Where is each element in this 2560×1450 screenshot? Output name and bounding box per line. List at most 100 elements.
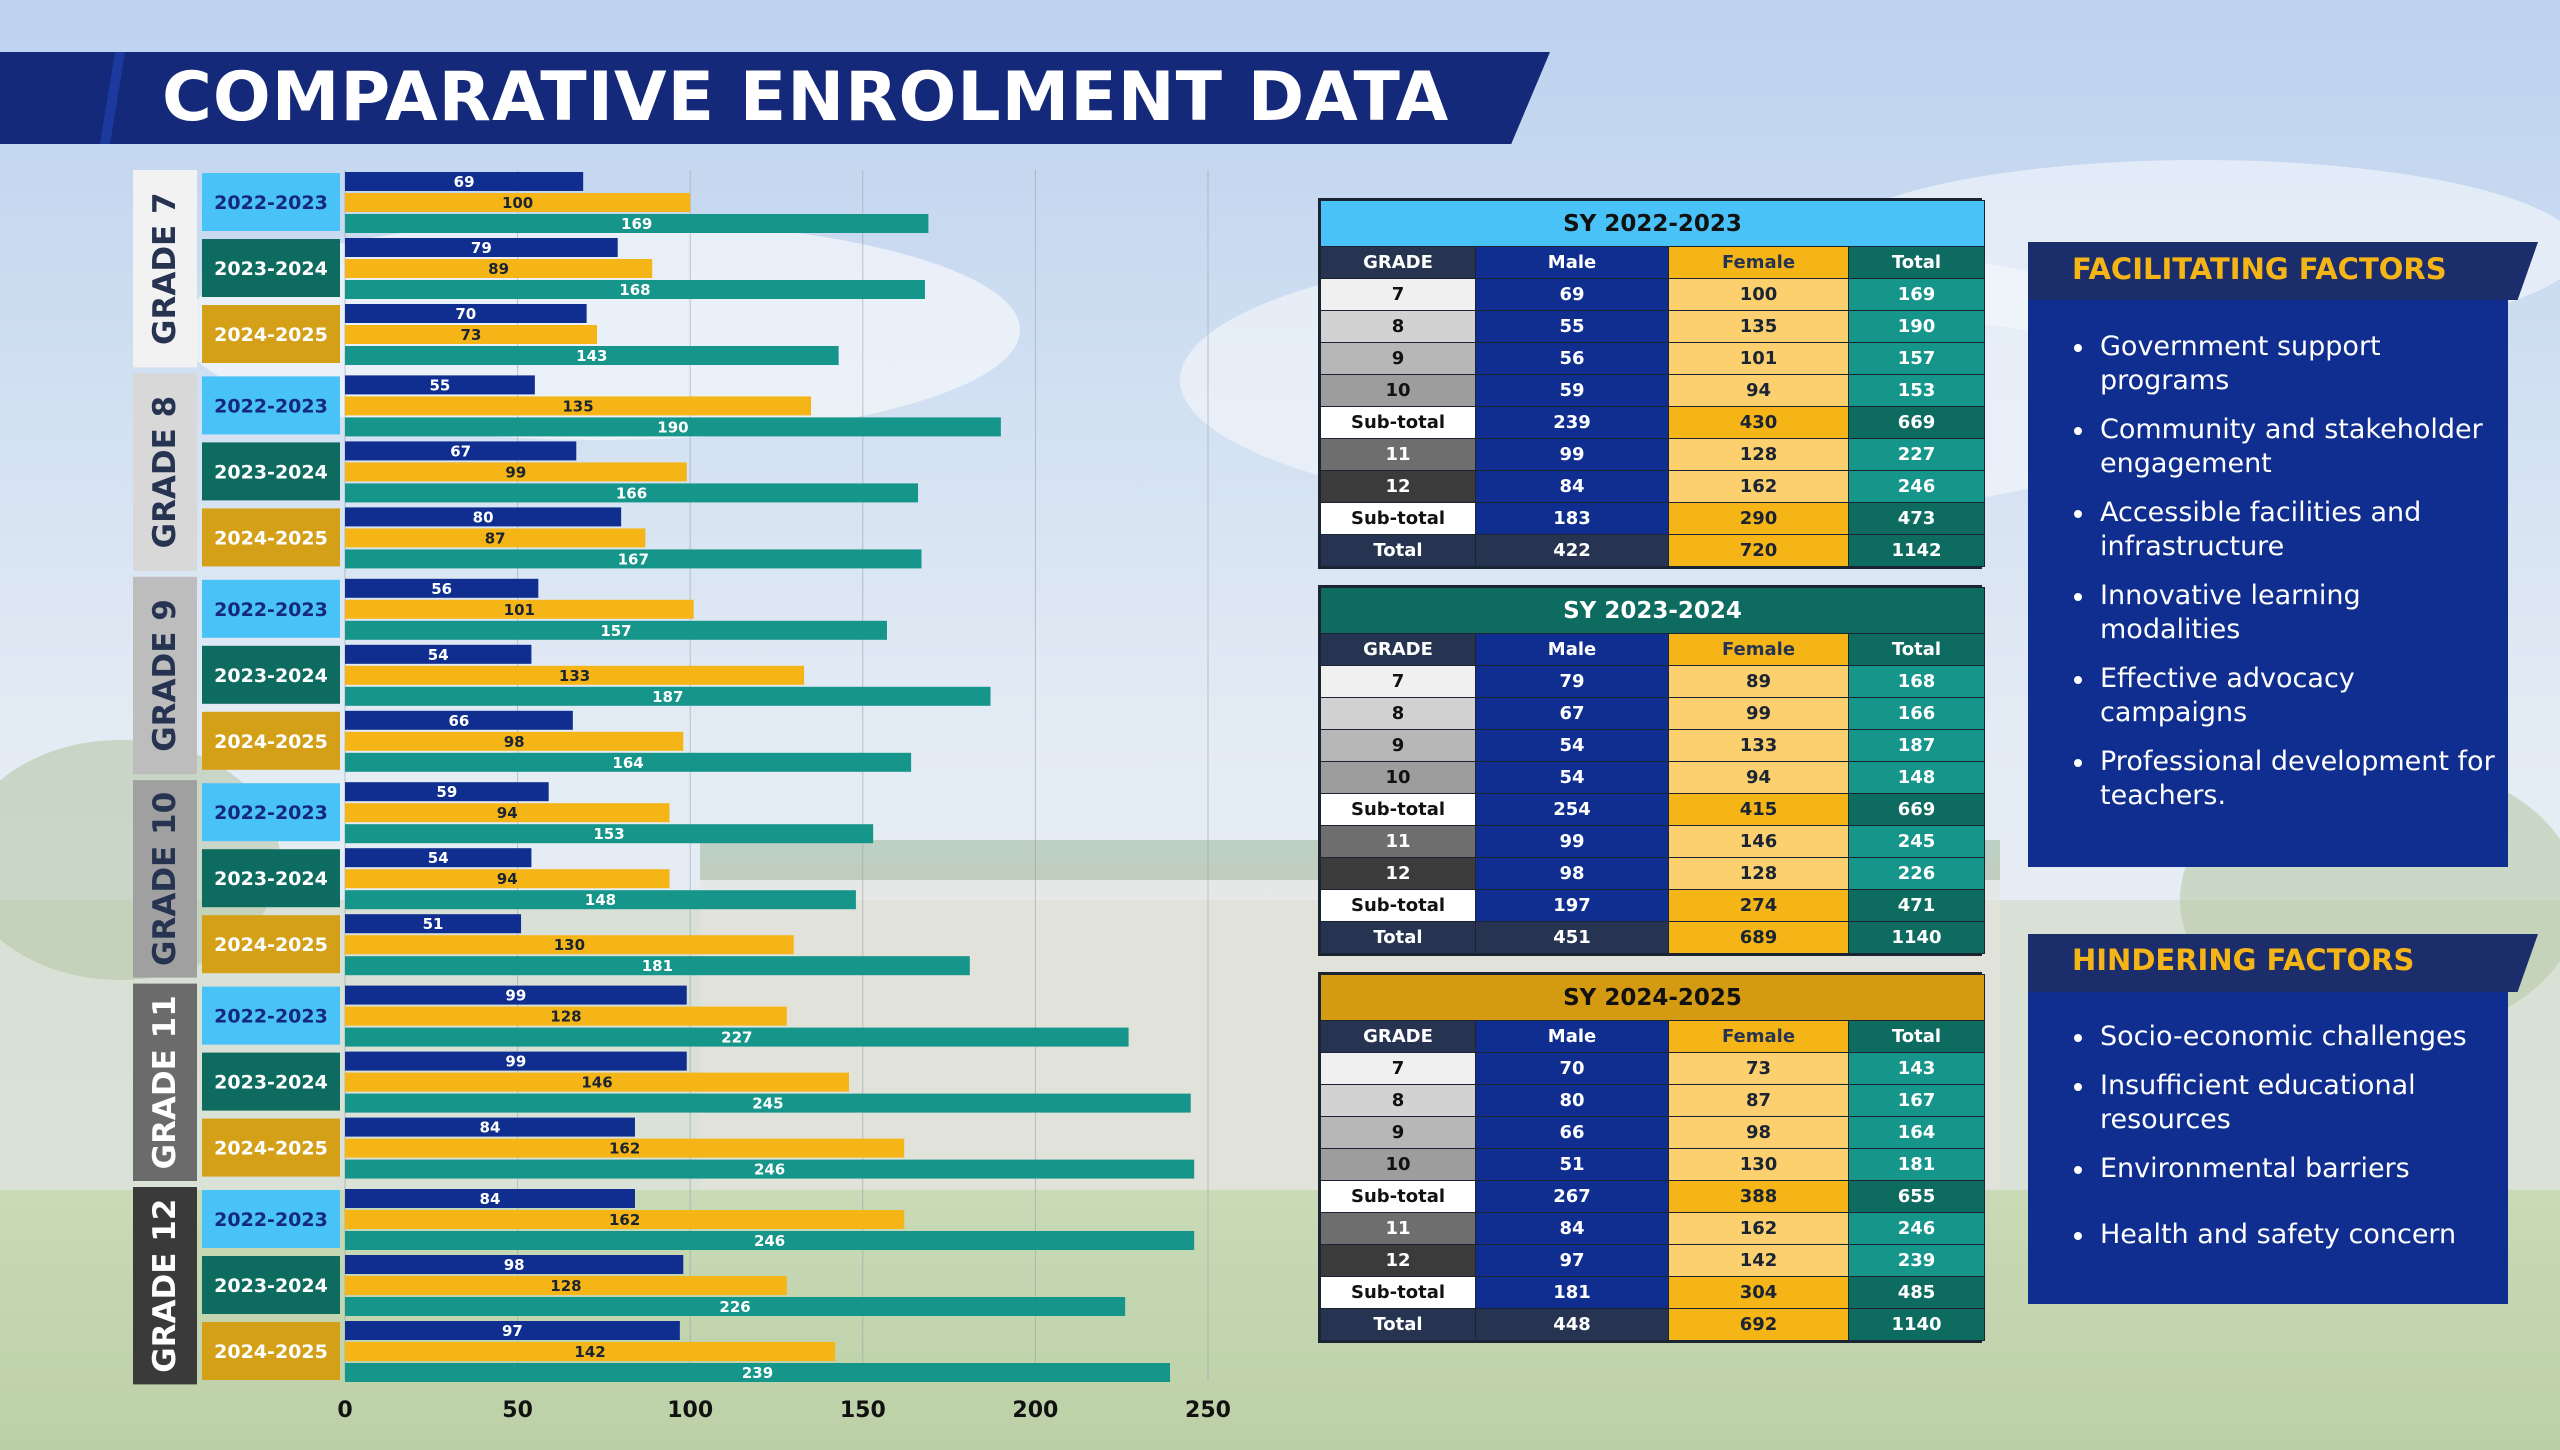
sy-table: SY 2024-2025 GRADE Male Female Total 7 70 73 143… <box>1318 972 1985 1343</box>
table-row: 10 59 94 153 <box>1320 374 1985 407</box>
year-label: 2023-2024 <box>214 258 328 280</box>
table-row: Total 451 689 1140 <box>1320 921 1985 954</box>
year-label: 2022-2023 <box>214 1006 328 1028</box>
table-cell: 94 <box>1668 761 1849 794</box>
bar-value-label: 80 <box>473 508 494 526</box>
x-tick-label: 200 <box>1012 1398 1058 1423</box>
table-row: 12 98 128 226 <box>1320 857 1985 890</box>
table-title: SY 2022-2023 <box>1320 200 1985 247</box>
table-row: 9 56 101 157 <box>1320 342 1985 375</box>
table-row: Sub-total 183 290 473 <box>1320 502 1985 535</box>
table-cell: 7 <box>1320 665 1476 698</box>
table-cell: 135 <box>1668 310 1849 343</box>
table-cell: 669 <box>1848 406 1985 439</box>
table-header-cell: GRADE <box>1320 633 1476 666</box>
table-row: 8 67 99 166 <box>1320 697 1985 730</box>
year-label: 2022-2023 <box>214 192 328 214</box>
bar-value-label: 135 <box>562 397 593 415</box>
table-cell: Sub-total <box>1320 502 1476 535</box>
table-row: 7 79 89 168 <box>1320 665 1985 698</box>
table-row: 12 97 142 239 <box>1320 1244 1985 1277</box>
year-label: 2022-2023 <box>214 599 328 621</box>
bar-value-label: 168 <box>619 281 650 299</box>
table-cell: 430 <box>1668 406 1849 439</box>
table-row: Sub-total 267 388 655 <box>1320 1180 1985 1213</box>
hindering-factors-list: Socio-economic challenges Insufficient ed… <box>2072 1020 2502 1252</box>
table-cell: 655 <box>1848 1180 1985 1213</box>
factor-item: Socio-economic challenges <box>2072 1020 2502 1054</box>
table-header-cell: Male <box>1475 633 1669 666</box>
table-cell: 79 <box>1475 665 1669 698</box>
table-cell: 448 <box>1475 1308 1669 1341</box>
table-cell: Total <box>1320 921 1476 954</box>
factor-item: Government support programs <box>2072 330 2502 398</box>
bar-value-label: 54 <box>428 849 449 867</box>
table-cell: Sub-total <box>1320 1276 1476 1309</box>
table-cell: 388 <box>1668 1180 1849 1213</box>
table-cell: 169 <box>1848 278 1985 311</box>
table-row: 10 51 130 181 <box>1320 1148 1985 1181</box>
table-header-cell: Female <box>1668 246 1849 279</box>
table-row: 7 70 73 143 <box>1320 1052 1985 1085</box>
table-cell: 98 <box>1668 1116 1849 1149</box>
grade-label: GRADE 9 <box>147 599 183 752</box>
table-header-cell: GRADE <box>1320 246 1476 279</box>
bar-value-label: 84 <box>480 1190 501 1208</box>
table-cell: 10 <box>1320 1148 1476 1181</box>
bar-value-label: 148 <box>585 891 616 909</box>
x-tick-label: 250 <box>1185 1398 1231 1423</box>
x-tick-label: 100 <box>667 1398 713 1423</box>
table-cell: 473 <box>1848 502 1985 535</box>
table-row: 9 66 98 164 <box>1320 1116 1985 1149</box>
bar-value-label: 84 <box>480 1119 501 1137</box>
table-cell: 99 <box>1475 825 1669 858</box>
table-cell: 1140 <box>1848 1308 1985 1341</box>
table-cell: 254 <box>1475 793 1669 826</box>
table-cell: 101 <box>1668 342 1849 375</box>
bar-value-label: 94 <box>497 804 518 822</box>
bar-value-label: 66 <box>448 712 469 730</box>
table-row: Sub-total 254 415 669 <box>1320 793 1985 826</box>
table-cell: 8 <box>1320 310 1476 343</box>
table-cell: 162 <box>1668 1212 1849 1245</box>
table-cell: 183 <box>1475 502 1669 535</box>
table-cell: 100 <box>1668 278 1849 311</box>
table-row: 11 99 128 227 <box>1320 438 1985 471</box>
bar-value-label: 99 <box>505 463 526 481</box>
table-cell: 84 <box>1475 470 1669 503</box>
bar-value-label: 142 <box>574 1343 605 1361</box>
table-row: 11 84 162 246 <box>1320 1212 1985 1245</box>
table-cell: 12 <box>1320 1244 1476 1277</box>
table-cell: 12 <box>1320 470 1476 503</box>
grade-label: GRADE 12 <box>147 1199 183 1373</box>
table-header-cell: Female <box>1668 633 1849 666</box>
table-row: Sub-total 239 430 669 <box>1320 406 1985 439</box>
table-cell: 10 <box>1320 374 1476 407</box>
table-cell: 190 <box>1848 310 1985 343</box>
table-cell: 11 <box>1320 438 1476 471</box>
table-cell: Sub-total <box>1320 406 1476 439</box>
table-cell: 227 <box>1848 438 1985 471</box>
table-cell: 267 <box>1475 1180 1669 1213</box>
year-label: 2024-2025 <box>214 1341 328 1363</box>
bar-value-label: 245 <box>752 1095 783 1113</box>
bar-value-label: 167 <box>618 550 649 568</box>
table-header-cell: Male <box>1475 246 1669 279</box>
factor-item: Innovative learning modalities <box>2072 579 2502 647</box>
bar-value-label: 128 <box>550 1277 581 1295</box>
table-cell: 142 <box>1668 1244 1849 1277</box>
bar-value-label: 226 <box>719 1298 750 1316</box>
bar-value-label: 98 <box>504 733 525 751</box>
factor-item: Environmental barriers <box>2072 1152 2502 1186</box>
table-cell: 66 <box>1475 1116 1669 1149</box>
table-title: SY 2024-2025 <box>1320 974 1985 1021</box>
table-cell: 56 <box>1475 342 1669 375</box>
table-cell: 146 <box>1668 825 1849 858</box>
table-cell: 485 <box>1848 1276 1985 1309</box>
table-cell: 689 <box>1668 921 1849 954</box>
bar-value-label: 133 <box>559 667 590 685</box>
bar-value-label: 143 <box>576 347 607 365</box>
bar-value-label: 54 <box>428 646 449 664</box>
sy-table: SY 2022-2023 GRADE Male Female Total 7 69 100 16… <box>1318 198 1985 569</box>
table-header-cell: Male <box>1475 1020 1669 1053</box>
